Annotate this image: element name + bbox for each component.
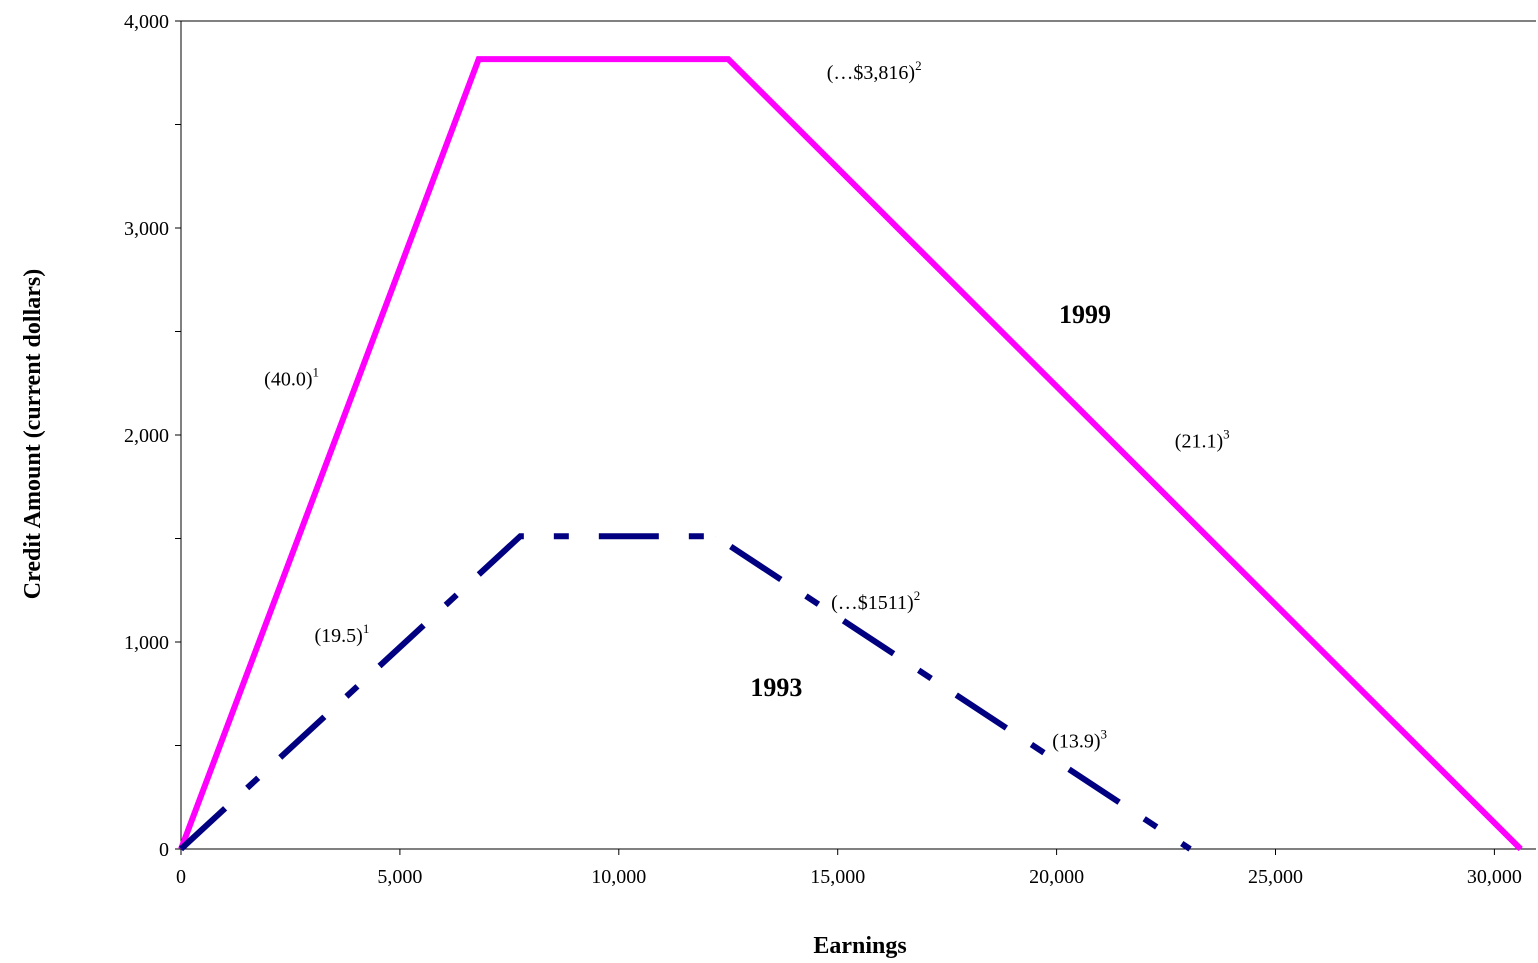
rate-annotation: (19.5)1 xyxy=(315,621,370,647)
annotation-footnote: 2 xyxy=(914,588,921,603)
rate-annotation: (…$1511)2 xyxy=(831,588,920,614)
y-tick-label: 1,000 xyxy=(124,632,169,654)
x-tick-label: 10,000 xyxy=(591,866,646,888)
annotation-text: (19.5) xyxy=(315,625,363,647)
x-axis-title: Earnings xyxy=(813,933,906,959)
annotation-text: (…$1511) xyxy=(831,592,914,614)
annotation-text: (40.0) xyxy=(264,368,312,390)
annotation-text: (21.1) xyxy=(1175,430,1223,452)
annotation-text: (…$3,816) xyxy=(827,62,915,84)
rate-annotation: (13.9)3 xyxy=(1052,727,1107,753)
annotation-footnote: 1 xyxy=(313,364,320,379)
series-year-label: 1993 xyxy=(750,673,802,702)
rate-annotation: (…$3,816)2 xyxy=(827,58,922,84)
x-tick-label: 25,000 xyxy=(1248,866,1303,888)
y-tick-label: 0 xyxy=(159,839,169,861)
y-tick-label: 2,000 xyxy=(124,425,169,447)
x-tick-label: 15,000 xyxy=(810,866,865,888)
rate-annotation: (21.1)3 xyxy=(1175,426,1230,452)
x-tick-label: 30,000 xyxy=(1467,866,1522,888)
x-tick-label: 0 xyxy=(176,866,186,888)
y-axis-title: Credit Amount (current dollars) xyxy=(20,269,46,599)
series-line-1993 xyxy=(178,533,1192,852)
rate-annotation: (40.0)1 xyxy=(264,364,319,390)
annotation-footnote: 3 xyxy=(1101,727,1108,742)
chart-axes: 0 1,000 2,000 3,000 4,000 0 5,000 10,000 15,000 2… xyxy=(124,11,1536,888)
x-tick-label: 5,000 xyxy=(377,866,422,888)
series-year-label: 1999 xyxy=(1059,300,1111,329)
x-tick-label: 20,000 xyxy=(1029,866,1084,888)
y-tick-label: 3,000 xyxy=(124,218,169,240)
annotation-footnote: 1 xyxy=(363,621,370,636)
series-line-1999 xyxy=(178,56,1523,852)
annotation-text: (13.9) xyxy=(1052,731,1100,753)
annotation-footnote: 2 xyxy=(915,58,922,73)
chart-series xyxy=(178,56,1523,852)
annotation-footnote: 3 xyxy=(1223,426,1230,441)
y-tick-label: 4,000 xyxy=(124,11,169,33)
chart-annotations: (40.0)1(…$3,816)2(21.1)3(19.5)1(…$1511)2… xyxy=(264,58,1229,753)
